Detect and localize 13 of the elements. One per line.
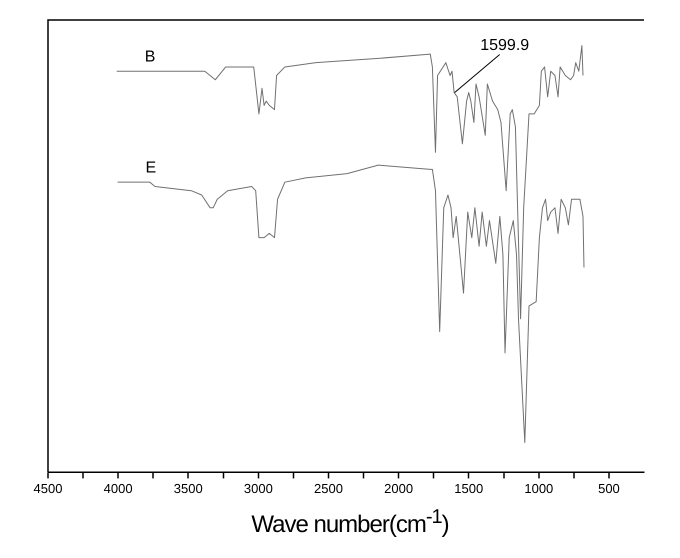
x-axis-title: Wave number(cm$^{-1}$) (250, 506, 450, 539)
x-tick-label: 4500 (34, 480, 62, 496)
series-label: B (144, 48, 156, 66)
annotation: 1599.9 (480, 36, 530, 54)
x-tick-label: 500 (598, 480, 620, 496)
x-tick-label: 1000 (524, 480, 554, 496)
x-tick-label: 2000 (384, 480, 414, 496)
x-tick-label: 1500 (454, 480, 484, 496)
x-tick-label: 2500 (314, 480, 343, 496)
x-tick-label: 3000 (244, 480, 273, 496)
x-tick-label: 4000 (104, 480, 133, 496)
x-tick-label: 3500 (174, 480, 203, 496)
series-label: E (146, 160, 156, 177)
